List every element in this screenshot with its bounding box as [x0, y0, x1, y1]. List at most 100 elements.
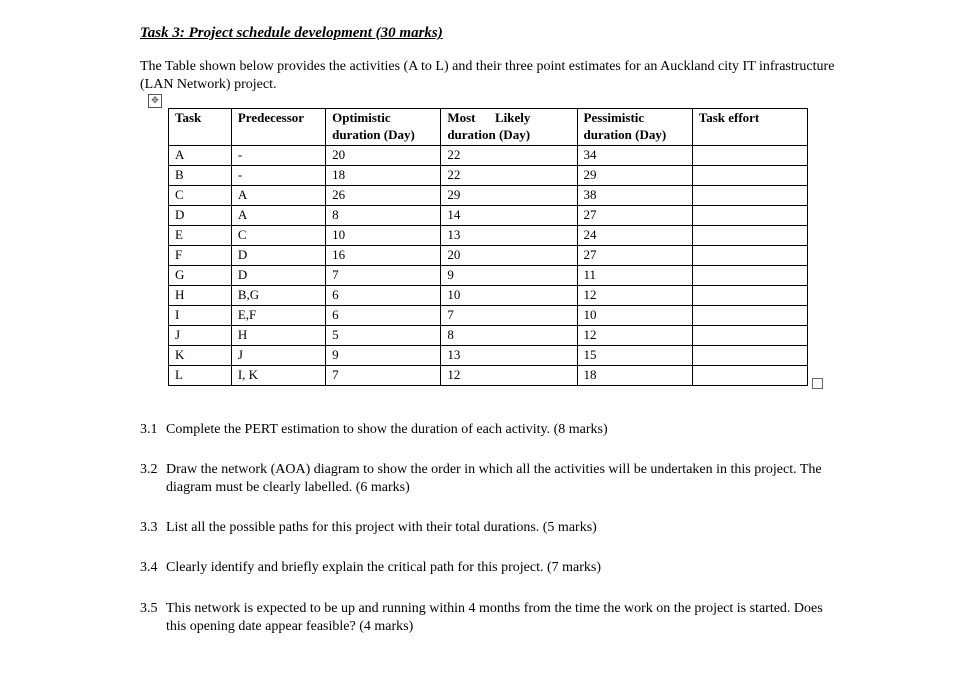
cell-ml: 22 — [441, 145, 577, 165]
cell-pess: 24 — [577, 225, 692, 245]
cell-ml: 8 — [441, 325, 577, 345]
table-row: CA262938 — [169, 185, 808, 205]
col-eff-header: Task effort — [692, 108, 807, 145]
cell-opt: 6 — [326, 285, 441, 305]
cell-ml: 7 — [441, 305, 577, 325]
cell-eff — [692, 285, 807, 305]
cell-opt: 5 — [326, 325, 441, 345]
cell-eff — [692, 325, 807, 345]
col-ml-l1: Most Likely — [447, 110, 530, 125]
cell-pred: E,F — [231, 305, 325, 325]
cell-pess: 10 — [577, 305, 692, 325]
cell-eff — [692, 165, 807, 185]
cell-opt: 6 — [326, 305, 441, 325]
table-row: JH5812 — [169, 325, 808, 345]
question-number: 3.3 — [140, 519, 166, 537]
cell-ml: 20 — [441, 245, 577, 265]
resize-handle-icon — [812, 378, 823, 389]
col-pess-l1: Pessimistic — [584, 110, 645, 125]
col-task-header: Task — [169, 108, 232, 145]
cell-task: L — [169, 365, 232, 385]
intro-text: The Table shown below provides the activ… — [140, 58, 836, 94]
cell-task: J — [169, 325, 232, 345]
cell-task: F — [169, 245, 232, 265]
cell-pess: 34 — [577, 145, 692, 165]
cell-opt: 26 — [326, 185, 441, 205]
cell-pess: 11 — [577, 265, 692, 285]
cell-eff — [692, 365, 807, 385]
cell-pred: A — [231, 205, 325, 225]
cell-pred: A — [231, 185, 325, 205]
col-ml-header: Most Likely duration (Day) — [441, 108, 577, 145]
cell-pess: 18 — [577, 365, 692, 385]
task-heading: Task 3: Project schedule development (30… — [140, 24, 836, 44]
table-anchor-row: ✥ — [140, 96, 836, 110]
question-list: 3.1Complete the PERT estimation to show … — [140, 421, 836, 636]
cell-opt: 8 — [326, 205, 441, 225]
cell-task: C — [169, 185, 232, 205]
cell-pess: 12 — [577, 285, 692, 305]
question-item: 3.2Draw the network (AOA) diagram to sho… — [140, 461, 836, 497]
cell-opt: 18 — [326, 165, 441, 185]
question-number: 3.4 — [140, 559, 166, 577]
question-number: 3.1 — [140, 421, 166, 439]
col-pess-header: Pessimistic duration (Day) — [577, 108, 692, 145]
cell-opt: 7 — [326, 365, 441, 385]
cell-task: B — [169, 165, 232, 185]
cell-task: K — [169, 345, 232, 365]
cell-eff — [692, 145, 807, 165]
cell-task: G — [169, 265, 232, 285]
cell-pess: 27 — [577, 245, 692, 265]
cell-ml: 14 — [441, 205, 577, 225]
cell-pess: 15 — [577, 345, 692, 365]
cell-eff — [692, 225, 807, 245]
table-row: GD7911 — [169, 265, 808, 285]
cell-pred: C — [231, 225, 325, 245]
question-text: Complete the PERT estimation to show the… — [166, 421, 836, 439]
col-opt-header: Optimistic duration (Day) — [326, 108, 441, 145]
cell-ml: 9 — [441, 265, 577, 285]
cell-ml: 13 — [441, 225, 577, 245]
table-row: FD162027 — [169, 245, 808, 265]
cell-task: D — [169, 205, 232, 225]
cell-opt: 20 — [326, 145, 441, 165]
table-row: B-182229 — [169, 165, 808, 185]
question-item: 3.4Clearly identify and briefly explain … — [140, 559, 836, 577]
cell-ml: 22 — [441, 165, 577, 185]
cell-eff — [692, 205, 807, 225]
cell-opt: 16 — [326, 245, 441, 265]
question-text: Draw the network (AOA) diagram to show t… — [166, 461, 836, 497]
cell-pred: D — [231, 245, 325, 265]
cell-pred: D — [231, 265, 325, 285]
cell-pred: I, K — [231, 365, 325, 385]
cell-pess: 38 — [577, 185, 692, 205]
cell-pess: 12 — [577, 325, 692, 345]
cell-task: A — [169, 145, 232, 165]
cell-ml: 10 — [441, 285, 577, 305]
cell-eff — [692, 245, 807, 265]
cell-pess: 29 — [577, 165, 692, 185]
table-row: IE,F6710 — [169, 305, 808, 325]
cell-pred: J — [231, 345, 325, 365]
cell-task: H — [169, 285, 232, 305]
activities-table: Task Predecessor Optimistic duration (Da… — [168, 108, 808, 386]
question-text: Clearly identify and briefly explain the… — [166, 559, 836, 577]
cell-pred: H — [231, 325, 325, 345]
table-row: DA81427 — [169, 205, 808, 225]
col-opt-l1: Optimistic — [332, 110, 391, 125]
col-pess-l2: duration (Day) — [584, 127, 667, 142]
move-anchor-icon: ✥ — [148, 94, 162, 108]
document-page: Task 3: Project schedule development (30… — [0, 0, 976, 682]
table-row: LI, K71218 — [169, 365, 808, 385]
cell-pred: - — [231, 145, 325, 165]
cell-eff — [692, 345, 807, 365]
table-header-row: Task Predecessor Optimistic duration (Da… — [169, 108, 808, 145]
cell-task: E — [169, 225, 232, 245]
table-row: EC101324 — [169, 225, 808, 245]
cell-eff — [692, 305, 807, 325]
cell-pred: B,G — [231, 285, 325, 305]
question-item: 3.1Complete the PERT estimation to show … — [140, 421, 836, 439]
table-row: A-202234 — [169, 145, 808, 165]
col-ml-l2: duration (Day) — [447, 127, 530, 142]
table-row: KJ91315 — [169, 345, 808, 365]
